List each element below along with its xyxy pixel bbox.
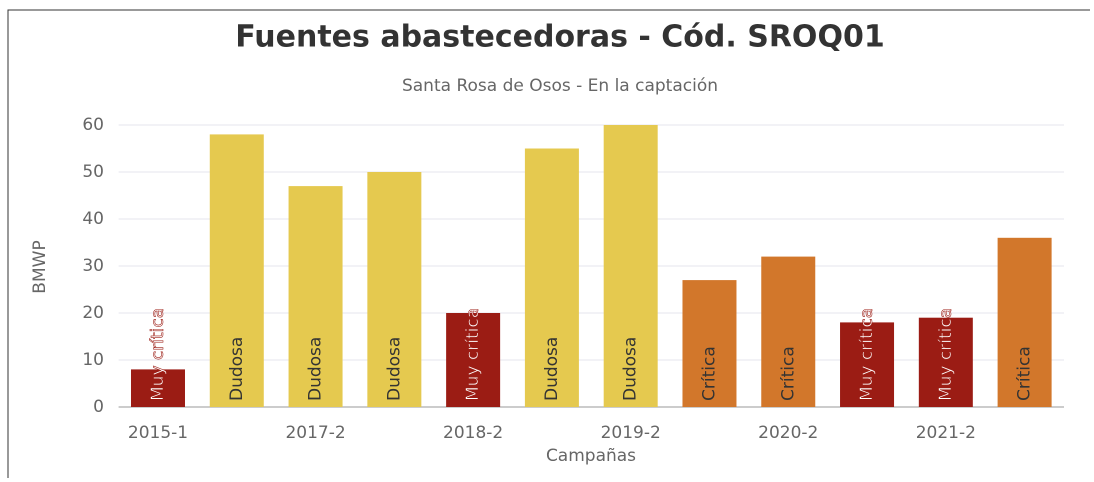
x-axis-label: Campañas [546,446,636,466]
chart-subtitle: Santa Rosa de Osos - En la captación [402,76,718,96]
y-tick-label: 40 [82,209,104,229]
bar [682,280,737,407]
bar-label: Dudosa [227,337,247,401]
bar-label: Crítica [778,346,798,401]
bar-label: Dudosa [621,337,641,401]
x-tick-label: 2020-2 [758,423,818,443]
y-tick-label: 10 [82,350,104,370]
bar-label: Crítica [699,346,719,401]
x-tick-label: 2018-2 [443,423,503,443]
bar [130,369,185,407]
bar-label: Muy crítica [463,308,483,401]
y-tick-label: 0 [93,397,104,417]
x-tick-label: 2019-2 [601,423,661,443]
x-tick-label: 2021-2 [916,423,976,443]
bar-label: Muy crítica [857,308,877,401]
y-tick-label: 60 [82,115,104,135]
bar [209,134,264,407]
bar [288,186,343,407]
bar-label: Muy crítica [148,308,168,401]
frame [7,9,1090,478]
bar [603,125,658,407]
bar-label: Dudosa [306,337,326,401]
bar [367,172,422,407]
bar-label: Muy crítica [936,308,956,401]
bar-label: Dudosa [542,337,562,401]
y-axis-label: BMWP [30,240,50,293]
bar-label: Crítica [1015,346,1035,401]
bar-label: Dudosa [384,337,404,401]
x-tick-label: 2017-2 [285,423,345,443]
bar [997,237,1052,407]
chart-title: Fuentes abastecedoras - Cód. SROQ01 [235,20,884,55]
y-tick-label: 20 [82,303,104,323]
bar [840,322,895,407]
bar [524,148,579,407]
y-tick-label: 30 [82,256,104,276]
bar [446,313,501,407]
y-tick-label: 50 [82,162,104,182]
x-tick-label: 2015-1 [128,423,188,443]
bar [918,317,973,407]
bar [761,256,816,407]
